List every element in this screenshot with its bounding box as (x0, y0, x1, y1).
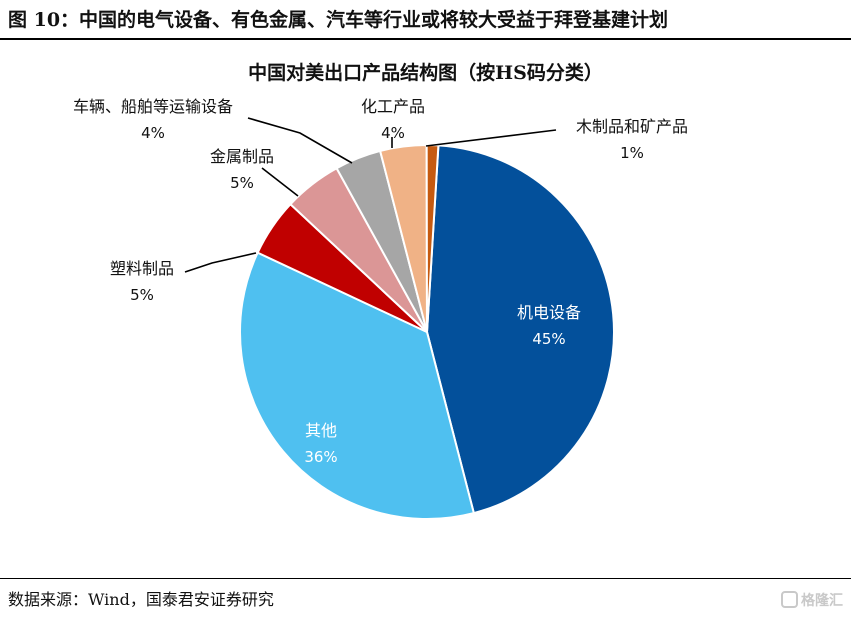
pie-slice-0 (425, 144, 615, 515)
slice-name-label-6: 木制品和矿产品 (576, 117, 688, 136)
header-divider (0, 38, 851, 40)
chart-title: 中国对美出口产品结构图（按HS码分类） (248, 62, 603, 84)
slice-name-label-5: 化工产品 (361, 97, 425, 116)
leader-line-6 (425, 129, 557, 147)
slice-name-label-3: 金属制品 (210, 147, 274, 166)
slice-value-label-2: 5% (130, 286, 154, 304)
source-note: 数据来源：Wind，国泰君安证券研究 (8, 590, 274, 609)
slice-name-label-4: 车辆、船舶等运输设备 (73, 97, 233, 116)
leader-line-4 (247, 117, 353, 164)
slice-value-label-3: 5% (230, 174, 254, 192)
slice-name-label-2: 塑料制品 (110, 259, 174, 278)
slice-value-label-0: 45% (532, 330, 565, 348)
watermark-text: 格隆汇 (801, 593, 843, 609)
leader-line-2 (184, 252, 257, 273)
slice-value-label-6: 1% (620, 144, 644, 162)
footer-divider (0, 578, 851, 579)
pie-slice-1 (239, 251, 476, 520)
leader-line-3 (261, 167, 299, 197)
slice-name-label-1: 其他 (305, 421, 337, 440)
slice-value-label-4: 4% (141, 124, 165, 142)
slice-name-label-0: 机电设备 (517, 303, 581, 322)
watermark-logo-icon (781, 591, 798, 608)
slice-value-label-5: 4% (381, 124, 405, 142)
watermark: 格隆汇 (781, 590, 843, 610)
slice-value-label-1: 36% (304, 448, 337, 466)
figure-header: 图 10：中国的电气设备、有色金属、汽车等行业或将较大受益于拜登基建计划 (8, 9, 669, 31)
